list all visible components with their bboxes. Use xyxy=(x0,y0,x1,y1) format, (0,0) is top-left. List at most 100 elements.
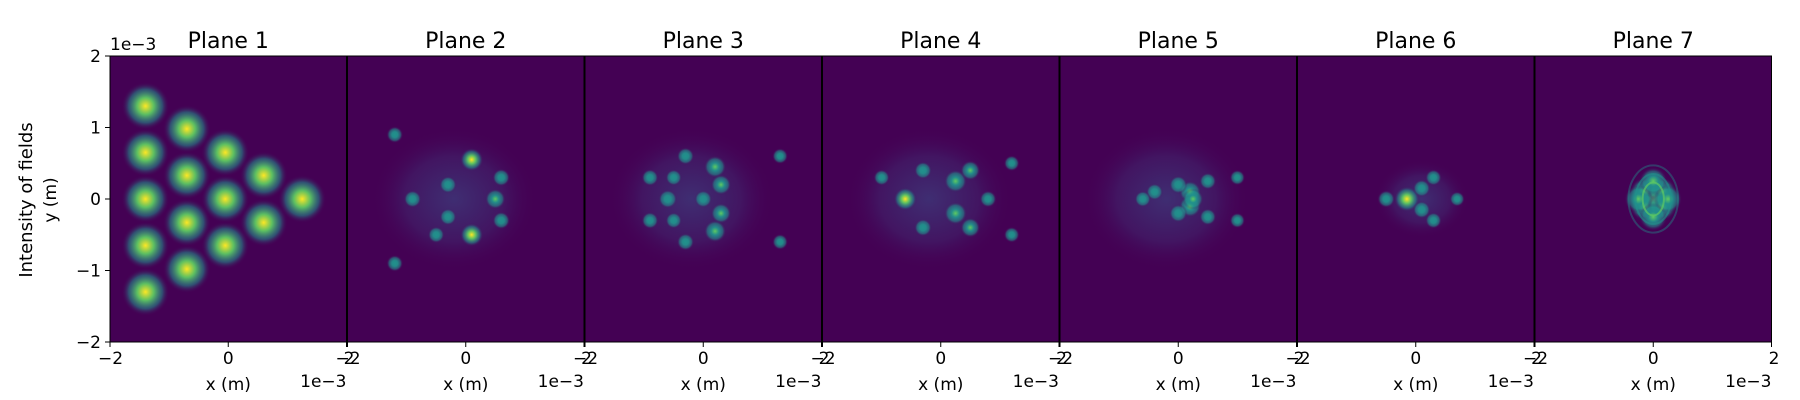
intensity-spot xyxy=(710,174,732,195)
intensity-spot xyxy=(162,245,211,294)
diffuse-halo xyxy=(371,127,537,271)
intensity-spot xyxy=(873,169,890,186)
intensity-spot xyxy=(201,175,250,223)
x-tick-label: −2 xyxy=(811,349,836,369)
panel-title: Plane 6 xyxy=(1375,29,1456,54)
intensity-spot xyxy=(710,203,732,224)
intensity-spot xyxy=(1412,179,1431,198)
diffuse-halo xyxy=(1083,127,1250,271)
panel-title: Plane 1 xyxy=(188,29,269,54)
x-tick-label: −2 xyxy=(1523,349,1548,369)
heatmap-panel-4: Plane 4 −2 0 2 x (m) 1e−3 xyxy=(811,29,1068,395)
intensity-spot xyxy=(1393,186,1420,212)
intensity-spot xyxy=(1654,185,1683,213)
heatmap-panel-2: Plane 2 −2 0 2 x (m) 1e−3 xyxy=(336,29,593,395)
intensity-spot xyxy=(201,221,250,270)
intensity-spots xyxy=(846,127,1020,271)
x-tick-label: 2 xyxy=(1056,349,1067,369)
intensity-spot xyxy=(239,151,288,200)
intensity-spot xyxy=(676,233,695,251)
panels-layer: Plane 1 −2 0 2 x (m) 1e−3 −2 −1 0 1 2 1e−3 Plane 2 −2… xyxy=(76,29,1780,395)
intensity-spot xyxy=(1169,175,1188,194)
x-axis-exponent: 1e−3 xyxy=(300,372,346,392)
intensity-spot xyxy=(201,128,250,177)
x-axis-label: x (m) xyxy=(1393,375,1438,395)
x-axis-exponent: 1e−3 xyxy=(1250,372,1296,392)
intensity-spot xyxy=(676,147,695,165)
intensity-spots xyxy=(1624,164,1683,234)
heatmap-panel-3: Plane 3 −2 0 2 x (m) 1e−3 xyxy=(573,29,830,395)
intensity-spot xyxy=(1624,185,1653,213)
intensity-spot xyxy=(121,267,170,316)
intensity-spot xyxy=(665,212,682,229)
intensity-spot xyxy=(459,222,484,247)
x-axis-label: x (m) xyxy=(681,375,726,395)
panel-title: Plane 3 xyxy=(663,29,744,54)
intensity-spot xyxy=(1199,172,1217,190)
x-tick-label: 2 xyxy=(1531,349,1542,369)
y-tick-label: 2 xyxy=(90,47,101,67)
intensity-spot xyxy=(427,226,445,244)
interference-ring xyxy=(1627,164,1680,234)
panel-title: Plane 5 xyxy=(1138,29,1219,54)
x-axis-label: x (m) xyxy=(918,375,963,395)
intensity-spot xyxy=(1003,226,1020,243)
heatmap-panel-5: Plane 5 −2 0 2 x (m) 1e−3 xyxy=(1048,29,1305,395)
intensity-spot xyxy=(121,82,170,131)
intensity-spot xyxy=(439,176,457,194)
panel-title: Plane 7 xyxy=(1613,29,1694,54)
heatmap-panel-7: Plane 7 −2 0 2 x (m) 1e−3 xyxy=(1523,29,1780,395)
x-axis-exponent: 1e−3 xyxy=(1013,372,1059,392)
x-tick-label: 2 xyxy=(1769,349,1780,369)
intensity-spot xyxy=(960,160,981,181)
intensity-spot xyxy=(459,147,484,172)
intensity-spot xyxy=(1169,204,1188,223)
x-tick-label: 0 xyxy=(1173,349,1184,369)
intensity-spots xyxy=(1374,159,1469,239)
panel-title: Plane 4 xyxy=(900,29,981,54)
x-tick-label: 0 xyxy=(698,349,709,369)
panel-title: Plane 2 xyxy=(425,29,506,54)
x-tick-label: 0 xyxy=(935,349,946,369)
intensity-spot xyxy=(1425,212,1442,229)
x-axis-exponent: 1e−3 xyxy=(1725,372,1771,392)
intensity-spots xyxy=(371,126,537,272)
intensity-spot xyxy=(485,188,506,210)
x-axis-exponent: 1e−3 xyxy=(538,372,584,392)
y-axis-exponent: 1e−3 xyxy=(110,35,156,55)
x-tick-label: 0 xyxy=(1410,349,1421,369)
intensity-spot xyxy=(772,148,789,165)
intensity-spot xyxy=(386,126,404,143)
intensity-spot xyxy=(1412,200,1431,219)
intensity-spot xyxy=(1229,169,1246,186)
intensity-spot xyxy=(239,198,288,247)
intensity-spot xyxy=(641,169,659,187)
intensity-spot xyxy=(893,187,918,211)
intensity-spot xyxy=(1182,188,1204,210)
intensity-spot xyxy=(162,104,211,153)
x-tick-label: −2 xyxy=(573,349,598,369)
y-tick-label: 0 xyxy=(90,190,101,210)
intensity-spot xyxy=(121,175,170,223)
intensity-spot xyxy=(658,189,678,209)
x-tick-label: 0 xyxy=(223,349,234,369)
intensity-spot xyxy=(386,255,404,272)
intensity-spot xyxy=(694,190,713,208)
x-tick-label: 0 xyxy=(1648,349,1659,369)
intensity-spot xyxy=(1449,191,1465,207)
intensity-spots xyxy=(1083,127,1250,271)
heatmap-panel-6: Plane 6 −2 0 2 x (m) 1e−3 xyxy=(1286,29,1543,395)
intensity-spot xyxy=(1003,155,1020,172)
intensity-spots xyxy=(608,127,789,271)
intensity-spot xyxy=(703,155,727,179)
intensity-spot xyxy=(162,151,211,200)
intensity-spot xyxy=(1134,190,1151,208)
x-tick-label: 2 xyxy=(819,349,830,369)
heatmap-panel-1: Plane 1 −2 0 2 x (m) 1e−3 −2 −1 0 1 2 1e−3 xyxy=(76,29,355,395)
intensity-spot xyxy=(1377,190,1395,208)
x-tick-label: 0 xyxy=(460,349,471,369)
x-tick-label: 2 xyxy=(344,349,355,369)
x-axis-label: x (m) xyxy=(1631,375,1676,395)
x-axis-label: x (m) xyxy=(443,375,488,395)
